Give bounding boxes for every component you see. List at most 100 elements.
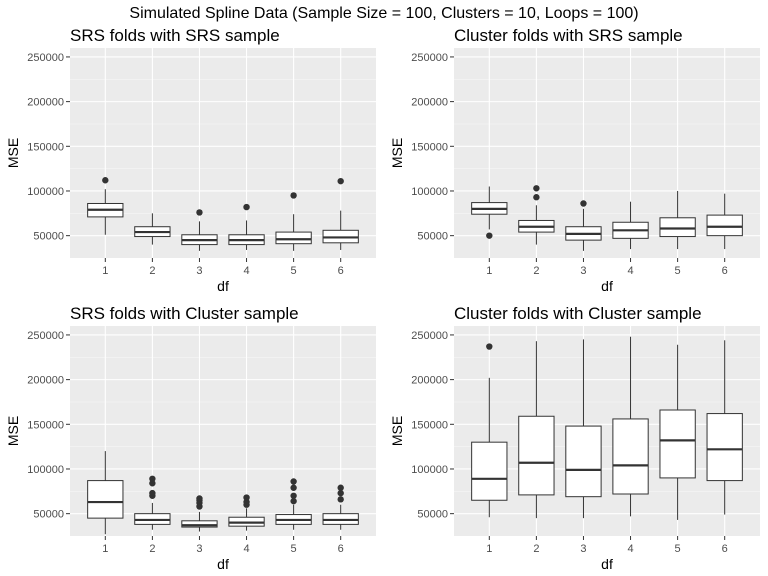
box-iqr — [706, 413, 743, 482]
y-tick-label: 50000 — [417, 509, 448, 521]
chart-panel-1: 50000 100000 150000 200000 250000 1 2 3 4 5 6 SRS f… — [5, 26, 376, 294]
y-axis-label: MSE — [5, 416, 21, 446]
box-iqr — [518, 415, 555, 496]
y-tick-label: 100000 — [27, 186, 64, 198]
box-df-6 — [322, 484, 359, 530]
outlier-point — [102, 177, 109, 184]
x-tick-label: 5 — [675, 543, 681, 555]
x-axis-label: df — [217, 556, 229, 572]
x-tick-label: 2 — [533, 543, 539, 555]
x-tick-label: 2 — [533, 265, 539, 277]
x-tick-label: 5 — [675, 265, 681, 277]
panel-background — [70, 48, 376, 258]
y-tick-label: 50000 — [33, 509, 64, 521]
box-iqr — [612, 418, 649, 495]
x-tick-label: 6 — [722, 265, 728, 277]
box-df-1 — [471, 343, 508, 518]
x-tick-label: 5 — [291, 265, 297, 277]
panel-title: Cluster folds with Cluster sample — [454, 304, 702, 323]
outlier-point — [149, 475, 156, 483]
outlier-point — [486, 232, 493, 239]
outlier-point — [580, 200, 587, 207]
box-df-4 — [612, 201, 649, 250]
x-tick-label: 6 — [722, 543, 728, 555]
box-iqr — [87, 480, 124, 519]
y-tick-label: 250000 — [27, 52, 64, 64]
x-tick-label: 1 — [102, 265, 108, 277]
box-df-6 — [322, 177, 359, 250]
x-tick-label: 5 — [291, 543, 297, 555]
y-tick-label: 250000 — [411, 330, 448, 342]
box-df-3 — [565, 200, 602, 251]
outlier-point — [486, 343, 493, 350]
outlier-point — [533, 194, 540, 201]
chart-panel-2: 50000 100000 150000 200000 250000 1 2 3 4 5 6 Clust… — [389, 26, 760, 294]
chart-panel-4: 50000 100000 150000 200000 250000 1 2 3 4 5 6 Clust… — [389, 304, 760, 572]
box-iqr — [565, 425, 602, 498]
y-tick-label: 250000 — [411, 52, 448, 64]
figure-title: Simulated Spline Data (Sample Size = 100… — [129, 5, 638, 22]
panel-title: Cluster folds with SRS sample — [454, 26, 683, 45]
y-tick-label: 100000 — [27, 464, 64, 476]
box-df-1 — [471, 186, 508, 239]
x-axis-label: df — [601, 278, 613, 294]
y-tick-label: 200000 — [27, 97, 64, 109]
box-df-1 — [87, 177, 124, 235]
x-tick-label: 1 — [486, 543, 492, 555]
outlier-point — [243, 494, 250, 501]
y-tick-label: 200000 — [411, 375, 448, 387]
outlier-point — [290, 192, 297, 199]
outlier-point — [337, 484, 344, 491]
y-tick-label: 150000 — [411, 141, 448, 153]
x-tick-label: 1 — [102, 543, 108, 555]
box-df-2 — [518, 185, 555, 245]
x-tick-label: 4 — [243, 543, 249, 555]
x-tick-label: 3 — [580, 265, 586, 277]
panel-title: SRS folds with SRS sample — [70, 26, 280, 45]
x-tick-label: 2 — [149, 265, 155, 277]
x-tick-label: 3 — [196, 543, 202, 555]
box-df-4 — [228, 494, 265, 531]
box-df-4 — [612, 336, 649, 517]
outlier-point — [533, 185, 540, 192]
outlier-point — [149, 489, 156, 497]
x-axis-label: df — [601, 556, 613, 572]
y-axis-label: MSE — [389, 416, 405, 446]
x-tick-label: 6 — [338, 265, 344, 277]
y-tick-label: 250000 — [27, 330, 64, 342]
chart-panel-3: 50000 100000 150000 200000 250000 1 2 3 4 5 6 SRS f… — [5, 304, 376, 572]
outlier-point — [337, 489, 344, 497]
outlier-point — [196, 209, 203, 216]
y-tick-label: 50000 — [33, 231, 64, 243]
box-iqr — [659, 409, 696, 479]
box-iqr — [706, 214, 743, 237]
box-iqr — [181, 520, 218, 528]
box-iqr — [275, 231, 312, 245]
panel-title: SRS folds with Cluster sample — [70, 304, 299, 323]
y-tick-label: 50000 — [417, 231, 448, 243]
box-df-3 — [181, 209, 218, 251]
x-tick-label: 4 — [627, 543, 633, 555]
box-df-3 — [181, 495, 218, 532]
outlier-point — [243, 498, 250, 506]
y-axis-label: MSE — [389, 138, 405, 168]
x-tick-label: 1 — [486, 265, 492, 277]
x-tick-label: 4 — [243, 265, 249, 277]
outlier-point — [243, 203, 250, 211]
box-df-6 — [706, 193, 743, 250]
y-tick-label: 100000 — [411, 186, 448, 198]
x-tick-label: 6 — [338, 543, 344, 555]
box-df-5 — [275, 192, 312, 251]
box-df-4 — [228, 203, 265, 250]
y-tick-label: 200000 — [27, 375, 64, 387]
outlier-point — [337, 177, 344, 185]
box-df-2 — [518, 341, 555, 519]
x-tick-label: 2 — [149, 543, 155, 555]
box-df-2 — [134, 475, 171, 530]
x-tick-label: 3 — [196, 265, 202, 277]
y-tick-label: 150000 — [27, 419, 64, 431]
outlier-point — [337, 496, 344, 503]
y-tick-label: 200000 — [411, 97, 448, 109]
outlier-point — [290, 478, 297, 485]
